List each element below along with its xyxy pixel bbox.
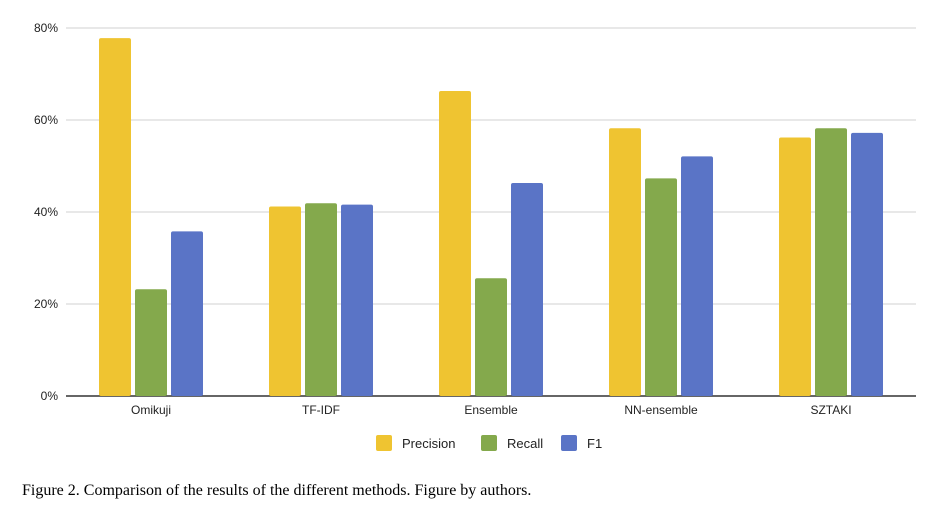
- figure-caption: Figure 2. Comparison of the results of t…: [22, 482, 532, 499]
- bar-precision-omikuji: [99, 38, 131, 397]
- bar-recall-omikuji: [135, 289, 167, 396]
- legend-label-f1: F1: [587, 436, 602, 451]
- bar-precision-ensemble: [439, 91, 471, 397]
- y-tick-label: 0%: [41, 389, 59, 403]
- x-tick-label: Ensemble: [464, 403, 518, 417]
- bar-recall-tf-idf: [305, 203, 337, 396]
- bar-chart: 0% 20% 40% 60% 80% Omikuji TF-IDF Ensemble NN-en…: [34, 21, 916, 451]
- y-tick-label: 60%: [34, 113, 58, 127]
- bar-f1-ensemble: [511, 183, 543, 396]
- x-tick-label: SZTAKI: [810, 403, 851, 417]
- bar-precision-sztaki: [779, 137, 811, 397]
- bar-f1-tf-idf: [341, 204, 373, 396]
- bar-precision-tf-idf: [269, 206, 301, 396]
- y-tick-label: 40%: [34, 205, 58, 219]
- y-tick-label: 80%: [34, 21, 58, 35]
- x-tick-label: Omikuji: [131, 403, 171, 417]
- x-tick-label: TF-IDF: [302, 403, 340, 417]
- bar-f1-nn-ensemble: [681, 156, 713, 396]
- x-tick-label: NN-ensemble: [624, 403, 698, 417]
- legend-swatch-f1: [561, 435, 577, 451]
- bar-f1-omikuji: [171, 231, 203, 396]
- y-tick-label: 20%: [34, 297, 58, 311]
- legend-label-recall: Recall: [507, 436, 543, 451]
- legend-swatch-precision: [376, 435, 392, 451]
- bar-recall-nn-ensemble: [645, 178, 677, 396]
- bar-f1-sztaki: [851, 132, 883, 396]
- bar-recall-ensemble: [475, 278, 507, 396]
- bar-precision-nn-ensemble: [609, 128, 641, 396]
- legend-swatch-recall: [481, 435, 497, 451]
- legend-label-precision: Precision: [402, 436, 455, 451]
- bar-recall-sztaki: [815, 128, 847, 396]
